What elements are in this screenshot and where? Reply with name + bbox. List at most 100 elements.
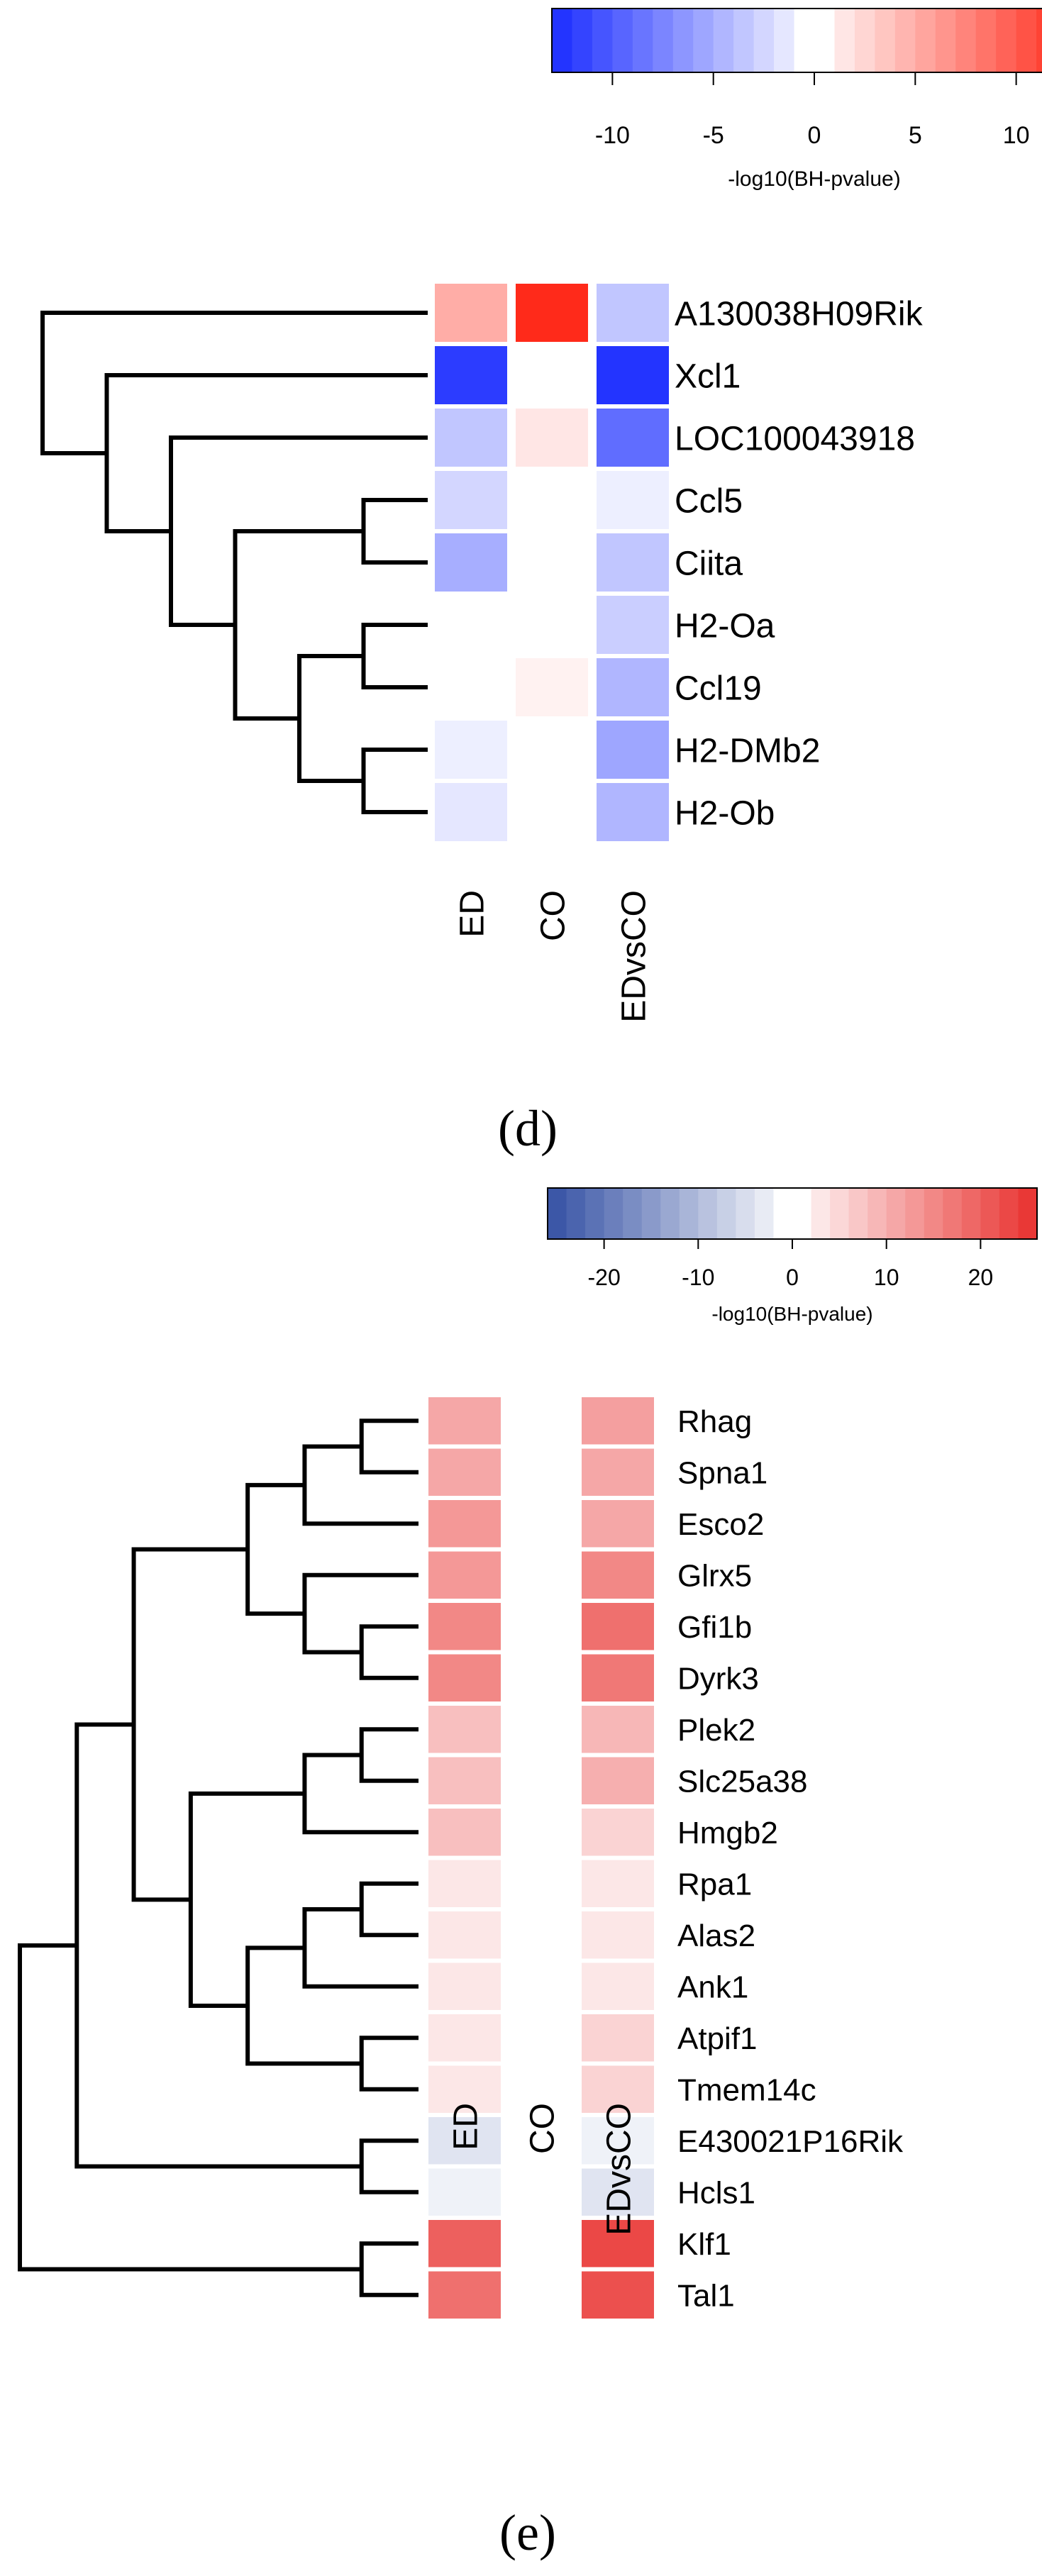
colorbar-swatch	[693, 9, 714, 72]
heatmap-cell	[428, 1860, 501, 1907]
heatmap-cell	[428, 1603, 501, 1650]
row-label: Rhag	[677, 1404, 752, 1439]
heatmap-cell	[582, 1809, 654, 1856]
dendrogram-branch	[302, 1572, 419, 1655]
heatmap-cell	[435, 409, 507, 467]
heatmap-cell	[505, 1551, 577, 1599]
colorbar-swatch	[733, 9, 755, 72]
dendrogram-branch	[359, 1419, 419, 1475]
colorbar-tick-label: -10	[682, 1265, 714, 1290]
heatmap-cell	[505, 2014, 577, 2062]
colorbar-swatch	[848, 1188, 868, 1239]
heatmap-cell	[597, 284, 669, 342]
row-label: Glrx5	[677, 1559, 752, 1594]
heatmap-cell	[505, 1397, 577, 1445]
dendrogram-branch	[74, 1722, 362, 2169]
row-label: Hmgb2	[677, 1816, 778, 1850]
dendrogram-branch	[361, 623, 428, 689]
heatmap-cell	[435, 658, 507, 716]
colorbar-swatch	[623, 1188, 643, 1239]
colorbar-swatch	[660, 1188, 680, 1239]
colorbar-swatch	[830, 1188, 850, 1239]
dendrogram-branch	[302, 1907, 419, 1989]
heatmap-cell	[582, 2271, 654, 2319]
heatmap-cell	[516, 596, 588, 654]
heatmap-cell	[597, 533, 669, 592]
colorbar-title: -log10(BH-pvalue)	[728, 167, 900, 191]
colorbar-swatch	[792, 1188, 812, 1239]
heatmap-cell	[582, 1860, 654, 1907]
heatmap-cell	[582, 1706, 654, 1753]
heatmap-cell	[582, 2220, 654, 2267]
row-label: Tal1	[677, 2279, 735, 2314]
heatmap-cell	[428, 2220, 501, 2267]
heatmap-cell	[582, 1500, 654, 1548]
colorbar-swatch	[773, 1188, 793, 1239]
colorbar-swatch	[604, 1188, 623, 1239]
row-label: Ccl19	[675, 670, 762, 707]
heatmap-cell	[428, 1962, 501, 2010]
heatmap-cell	[582, 1448, 654, 1496]
column-labels: ED CO EDvsCO	[453, 890, 653, 1023]
dendrogram-branch	[359, 1727, 419, 1783]
colorbar-swatch	[713, 9, 734, 72]
heatmap-cell	[428, 2065, 501, 2113]
dendrogram-branch	[359, 2138, 419, 2194]
heatmap-cells	[428, 1397, 654, 2319]
heatmap-cell	[505, 1500, 577, 1548]
panel-label: (d)	[498, 1100, 558, 1157]
row-label: Rpa1	[677, 1867, 752, 1902]
heatmap-panel-d: -10 -5 0 5 10 -log10(BH-pvalue) A130038H09Rik X…	[40, 8, 1042, 1157]
heatmap-cell	[435, 471, 507, 529]
heatmap-cell	[582, 2168, 654, 2216]
heatmap-panel-e: -20 -10 0 10 20 -log10(BH-pvalue) Rhag Spna1 Esc…	[18, 1187, 1038, 2561]
heatmap-cell	[516, 658, 588, 716]
heatmap-cell	[505, 1757, 577, 1804]
dendrogram-branch	[359, 2036, 419, 2092]
heatmap-cell	[516, 471, 588, 529]
row-label: Tmem14c	[677, 2073, 816, 2108]
row-label: H2-Ob	[675, 794, 775, 832]
row-label: E430021P16Rik	[677, 2124, 904, 2159]
dendrogram-branch	[245, 1482, 305, 1616]
colorbar-tick-label: 10	[1003, 122, 1030, 149]
dendrogram-branch	[302, 1444, 419, 1526]
colorbar-swatch	[886, 1188, 906, 1239]
heatmap-cell	[597, 658, 669, 716]
heatmap-cell	[597, 783, 669, 841]
colorbar-swatch	[698, 1188, 718, 1239]
colorbar-swatch	[592, 9, 613, 72]
row-label: Xcl1	[675, 357, 741, 395]
colorbar-swatch	[915, 9, 936, 72]
heatmap-cell	[428, 2014, 501, 2062]
heatmap-cell	[582, 1962, 654, 2010]
heatmap-cell	[505, 1706, 577, 1753]
heatmap-cells	[435, 284, 669, 841]
colorbar-swatch	[955, 9, 977, 72]
colorbar-swatch	[961, 1188, 981, 1239]
colorbar-swatch	[811, 1188, 831, 1239]
row-label: Plek2	[677, 1713, 755, 1748]
dendrogram-branch	[361, 498, 428, 565]
heatmap-cell	[428, 1551, 501, 1599]
row-label: H2-Oa	[675, 607, 775, 645]
heatmap-cell	[582, 2117, 654, 2165]
heatmap-cell	[428, 1706, 501, 1753]
heatmap-cell	[435, 284, 507, 342]
heatmap-cell	[582, 1911, 654, 1959]
heatmap-cell	[516, 284, 588, 342]
row-label: Hcls1	[677, 2176, 755, 2211]
colorbar-tick-label: -5	[703, 122, 724, 149]
row-label: Alas2	[677, 1919, 755, 1953]
colorbar-swatch	[834, 9, 855, 72]
heatmap-cell	[505, 1654, 577, 1701]
heatmap-cell	[505, 1809, 577, 1856]
colorbar-swatch	[924, 1188, 943, 1239]
heatmap-cell	[505, 1603, 577, 1650]
heatmap-cell	[428, 1809, 501, 1856]
column-label: EDvsCO	[600, 2103, 638, 2236]
heatmap-cell	[582, 1603, 654, 1650]
colorbar-swatch	[980, 1188, 1000, 1239]
dendrogram-branch	[104, 373, 428, 533]
